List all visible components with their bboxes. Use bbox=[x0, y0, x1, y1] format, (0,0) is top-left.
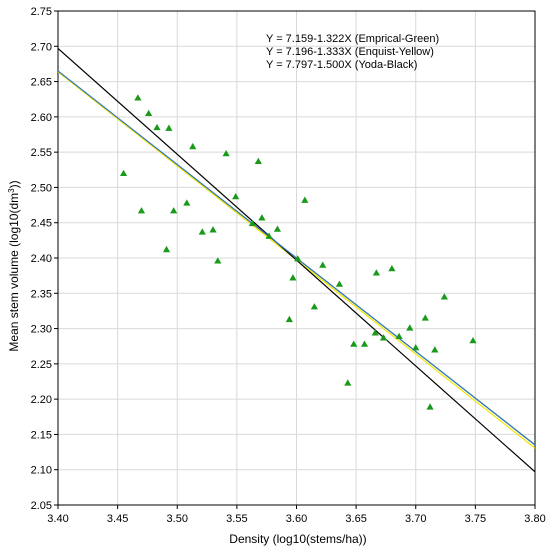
y-tick-label: 2.25 bbox=[31, 359, 52, 371]
grid bbox=[57, 10, 536, 506]
data-point bbox=[137, 207, 146, 214]
data-point bbox=[388, 264, 396, 272]
data-point bbox=[285, 315, 293, 323]
data-point bbox=[344, 379, 352, 386]
data-point bbox=[372, 269, 380, 276]
data-point bbox=[214, 257, 222, 264]
y-axis-label-close: )) bbox=[7, 180, 21, 188]
legend-entry-enquist: Y = 7.196-1.333X (Enquist-Yellow) bbox=[266, 46, 434, 58]
data-point bbox=[335, 280, 344, 287]
y-tick-label: 2.30 bbox=[31, 324, 52, 336]
x-tick-label: 3.45 bbox=[107, 513, 128, 525]
data-point bbox=[406, 324, 414, 331]
data-point bbox=[183, 199, 191, 206]
y-axis: 2.05 2.10 2.15 2.20 2.25 2.30 2.35 2.40 2.45 2.50… bbox=[31, 6, 58, 512]
data-point bbox=[412, 344, 420, 351]
legend: Y = 7.159-1.322X (Emprical-Green) Y = 7.… bbox=[266, 33, 439, 71]
data-point bbox=[209, 226, 217, 233]
y-tick-label: 2.60 bbox=[31, 112, 52, 124]
data-point bbox=[294, 255, 302, 262]
x-tick-label: 3.50 bbox=[167, 513, 188, 525]
data-point bbox=[319, 261, 327, 268]
y-axis-label-superscript: 3 bbox=[7, 188, 16, 193]
data-point bbox=[350, 340, 358, 347]
data-point bbox=[248, 219, 256, 227]
data-point bbox=[162, 245, 171, 253]
data-point bbox=[189, 142, 197, 150]
data-point bbox=[360, 340, 369, 347]
y-tick-label: 2.65 bbox=[31, 77, 52, 89]
x-tick-label: 3.75 bbox=[465, 513, 486, 525]
x-tick-label: 3.60 bbox=[286, 513, 307, 525]
data-point bbox=[426, 403, 434, 410]
y-tick-label: 2.10 bbox=[31, 465, 52, 477]
data-point bbox=[232, 193, 240, 200]
data-point bbox=[170, 207, 178, 214]
y-tick-label: 2.20 bbox=[31, 394, 52, 406]
x-tick-label: 3.65 bbox=[345, 513, 366, 525]
x-tick-label: 3.80 bbox=[524, 513, 545, 525]
data-point bbox=[301, 196, 309, 203]
y-tick-label: 2.15 bbox=[31, 429, 52, 441]
data-point bbox=[258, 214, 266, 221]
data-point bbox=[371, 329, 379, 336]
y-tick-label: 2.45 bbox=[31, 218, 52, 230]
data-point bbox=[145, 109, 153, 117]
data-point bbox=[440, 293, 448, 300]
y-tick-label: 2.35 bbox=[31, 288, 52, 300]
y-tick-label: 2.55 bbox=[31, 147, 52, 159]
data-point bbox=[273, 225, 282, 232]
data-point bbox=[310, 303, 318, 310]
data-point bbox=[198, 228, 206, 235]
y-tick-label: 2.05 bbox=[31, 500, 52, 512]
y-axis-label: Mean stem volume (log10(dm3)) bbox=[7, 180, 21, 351]
data-point bbox=[431, 346, 439, 353]
legend-entry-yoda: Y = 7.797-1.500X (Yoda-Black) bbox=[266, 59, 417, 71]
data-point bbox=[469, 336, 477, 344]
x-tick-label: 3.70 bbox=[405, 513, 426, 525]
data-point bbox=[119, 169, 128, 177]
data-point bbox=[134, 94, 142, 101]
data-point bbox=[222, 149, 230, 157]
data-point bbox=[379, 334, 388, 341]
y-tick-label: 2.40 bbox=[31, 253, 52, 265]
x-tick-label: 3.55 bbox=[226, 513, 247, 525]
x-axis: 3.40 3.45 3.50 3.55 3.60 3.65 3.70 3.75 3.80 bbox=[47, 505, 546, 525]
y-tick-label: 2.75 bbox=[31, 6, 52, 18]
data-point bbox=[395, 332, 403, 340]
y-axis-label-main: Mean stem volume (log10(dm bbox=[7, 193, 21, 352]
data-point bbox=[153, 123, 161, 131]
data-point bbox=[421, 314, 429, 321]
y-tick-label: 2.70 bbox=[31, 41, 52, 53]
x-axis-label: Density (log10(stems/ha)) bbox=[229, 532, 366, 546]
data-point bbox=[165, 124, 173, 131]
x-tick-label: 3.40 bbox=[47, 513, 68, 525]
data-points bbox=[119, 94, 477, 410]
data-point bbox=[265, 232, 273, 239]
legend-entry-empirical: Y = 7.159-1.322X (Emprical-Green) bbox=[266, 33, 439, 45]
y-tick-label: 2.50 bbox=[31, 182, 52, 194]
data-point bbox=[254, 157, 262, 165]
data-point bbox=[289, 274, 297, 281]
